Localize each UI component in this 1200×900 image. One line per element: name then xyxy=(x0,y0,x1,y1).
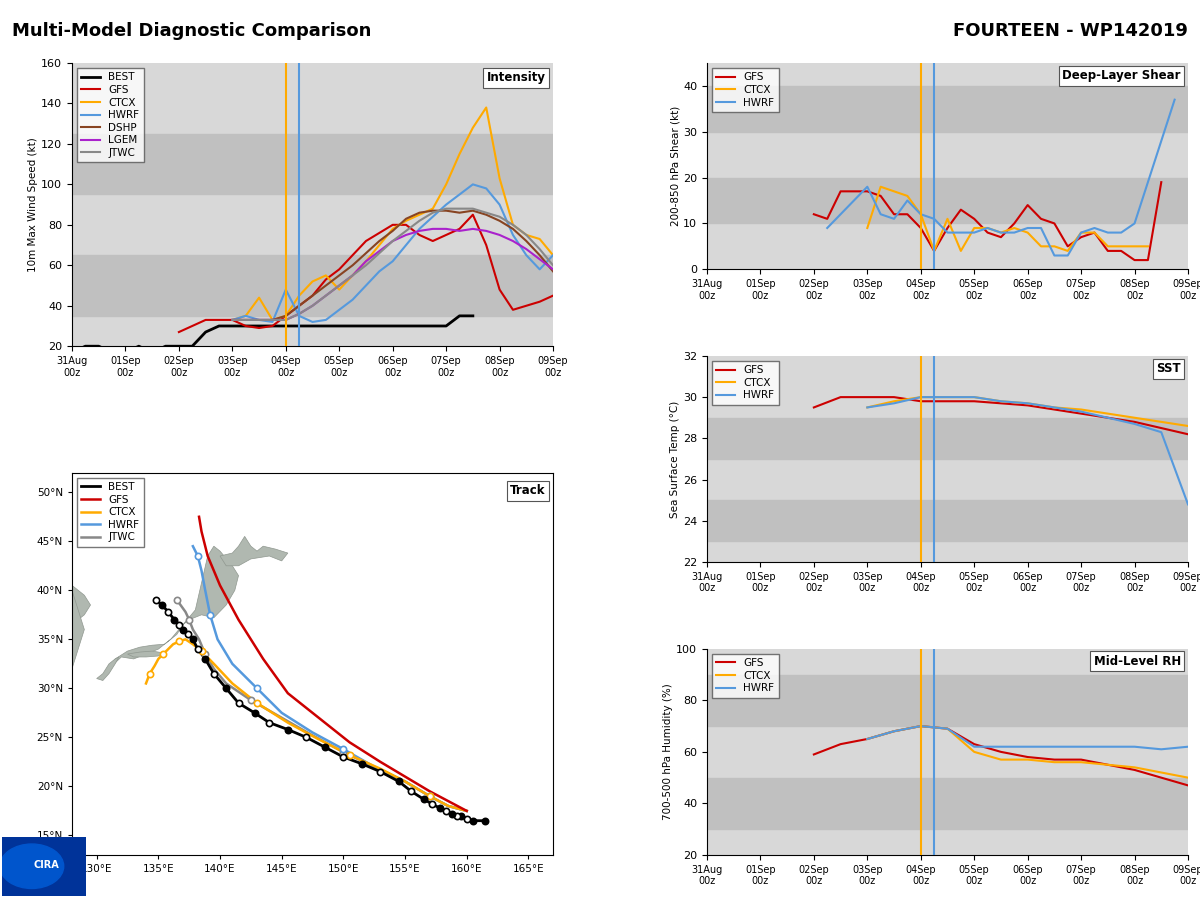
Polygon shape xyxy=(103,546,239,677)
Y-axis label: Sea Surface Temp (°C): Sea Surface Temp (°C) xyxy=(671,400,680,518)
Bar xyxy=(707,177,1188,223)
Y-axis label: 200-850 hPa Shear (kt): 200-850 hPa Shear (kt) xyxy=(671,106,680,226)
Text: SST: SST xyxy=(1156,362,1181,375)
Legend: GFS, CTCX, HWRF: GFS, CTCX, HWRF xyxy=(712,361,779,405)
Polygon shape xyxy=(72,472,84,669)
Text: Intensity: Intensity xyxy=(487,71,546,85)
Legend: BEST, GFS, CTCX, HWRF, DSHP, LGEM, JTWC: BEST, GFS, CTCX, HWRF, DSHP, LGEM, JTWC xyxy=(77,68,144,162)
Text: FOURTEEN - WP142019: FOURTEEN - WP142019 xyxy=(953,22,1188,40)
Bar xyxy=(707,778,1188,829)
Text: Deep-Layer Shear: Deep-Layer Shear xyxy=(1062,69,1181,82)
Text: Multi-Model Diagnostic Comparison: Multi-Model Diagnostic Comparison xyxy=(12,22,371,40)
Polygon shape xyxy=(127,651,164,657)
Text: CIRA: CIRA xyxy=(34,860,59,870)
Legend: BEST, GFS, CTCX, HWRF, JTWC: BEST, GFS, CTCX, HWRF, JTWC xyxy=(77,478,144,546)
Legend: GFS, CTCX, HWRF: GFS, CTCX, HWRF xyxy=(712,654,779,698)
Polygon shape xyxy=(97,657,119,680)
Bar xyxy=(707,500,1188,542)
Polygon shape xyxy=(220,536,288,566)
Bar xyxy=(707,418,1188,459)
Bar xyxy=(72,256,553,316)
Text: Mid-Level RH: Mid-Level RH xyxy=(1093,655,1181,668)
Circle shape xyxy=(0,844,64,888)
Bar xyxy=(72,134,553,194)
Y-axis label: 700-500 hPa Humidity (%): 700-500 hPa Humidity (%) xyxy=(664,683,673,820)
Text: Track: Track xyxy=(510,484,546,497)
Bar xyxy=(707,86,1188,131)
Polygon shape xyxy=(41,580,90,644)
Y-axis label: 10m Max Wind Speed (kt): 10m Max Wind Speed (kt) xyxy=(29,137,38,272)
Legend: GFS, CTCX, HWRF: GFS, CTCX, HWRF xyxy=(712,68,779,112)
Bar xyxy=(707,674,1188,726)
